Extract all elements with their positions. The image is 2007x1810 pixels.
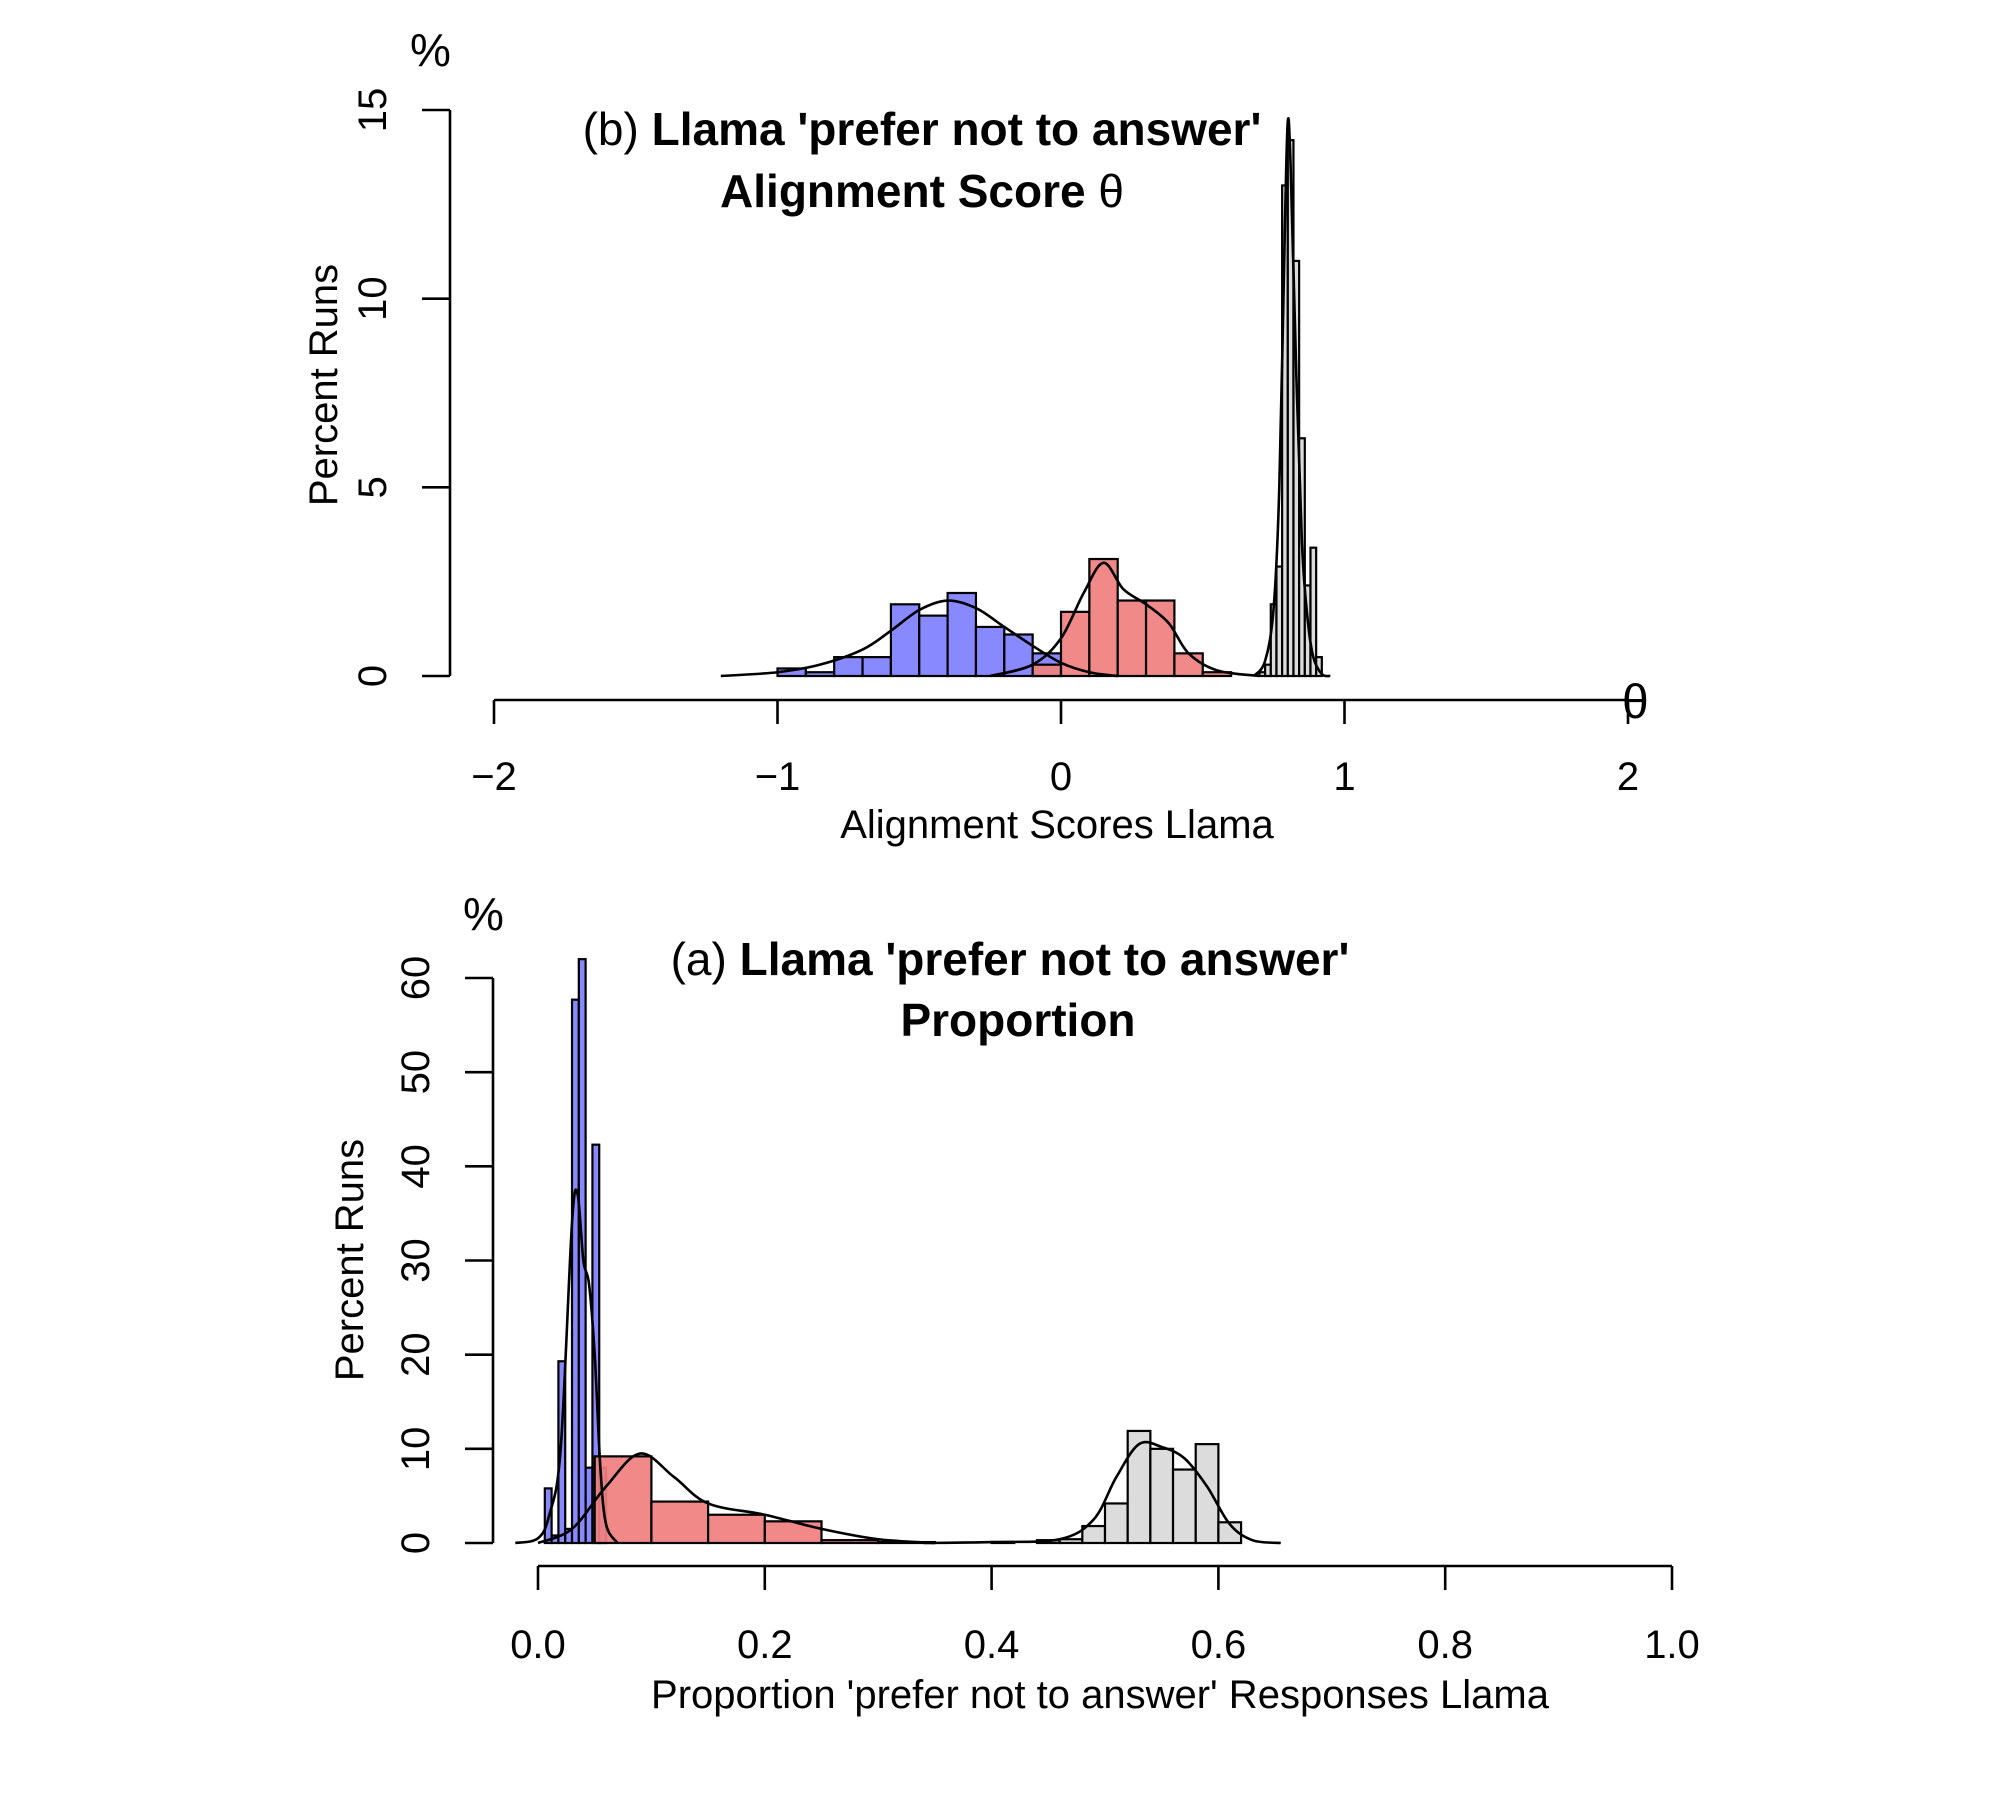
histogram-bar-s2-1 [1031, 663, 1063, 678]
title-text: Llama 'prefer not to answer' [652, 103, 1262, 155]
y-tick-label: 10 [351, 276, 395, 321]
x-tick-label: 2 [1617, 755, 1639, 799]
density-curve-s2 [989, 561, 1260, 678]
x-axis: 0.0 0.2 0.4 0.6 0.8 1.0 [510, 1564, 1700, 1667]
y-tick-label: 20 [394, 1332, 438, 1377]
x-tick-label: 0.8 [1417, 1623, 1473, 1667]
histogram-bar-s2-6 [1173, 652, 1204, 678]
histogram-bar-s2-2 [650, 1500, 710, 1545]
histogram-bar-s2-2 [1059, 610, 1091, 678]
chart-panel-b: % (b) Llama 'prefer not to answer' Align… [302, 24, 1649, 847]
title-symbol: θ [1098, 165, 1124, 217]
histogram-bar-s2-5 [820, 1539, 880, 1545]
x-tick-label: −1 [755, 755, 801, 799]
density-curves [720, 117, 1331, 678]
y-tick-label: 40 [394, 1144, 438, 1189]
title-text: Llama 'prefer not to answer' [740, 933, 1350, 985]
chart-title-line1: (a) Llama 'prefer not to answer' [671, 933, 1350, 985]
density-curve-s2 [537, 1452, 935, 1545]
histogram-bar-s2-4 [1116, 599, 1148, 678]
histogram-bar-s2-3 [706, 1513, 766, 1545]
histogram-bar-s3-5 [1103, 1502, 1129, 1545]
density-curve-s3 [923, 1440, 1281, 1545]
x-tick-label: 0.2 [737, 1623, 793, 1667]
y-tick-label: 15 [351, 88, 395, 133]
histogram-bar-s1-6 [918, 614, 949, 678]
x-tick-label: −2 [471, 755, 517, 799]
density-curves [515, 1188, 1281, 1545]
panel-label: (a) [671, 933, 727, 985]
x-axis-symbol: θ [1622, 676, 1649, 729]
histogram-bar-s2-1 [593, 1455, 653, 1545]
y-tick-label: 5 [351, 476, 395, 498]
histogram-bar-s2-3 [1088, 557, 1119, 678]
histogram-bar-s2-5 [1144, 599, 1176, 678]
histogram-bar-s3-9 [1194, 1443, 1220, 1545]
panel-label: (b) [583, 103, 639, 155]
y-tick-label: 0 [394, 1532, 438, 1554]
y-unit-label: % [410, 24, 451, 76]
density-curve-s1 [720, 599, 1118, 678]
x-tick-label: 1.0 [1644, 1623, 1700, 1667]
x-axis: −2 −1 0 1 2 [471, 698, 1639, 799]
histogram-bar-s3-3 [1058, 1538, 1084, 1545]
y-tick-label: 10 [394, 1427, 438, 1472]
chart-title-line1: (b) Llama 'prefer not to answer' [583, 103, 1262, 155]
y-tick-label: 0 [351, 665, 395, 687]
x-tick-label: 0.4 [964, 1623, 1020, 1667]
x-tick-label: 0.6 [1191, 1623, 1247, 1667]
histogram-bar-s3-8 [1171, 1468, 1197, 1545]
histogram-bars [776, 139, 1323, 678]
x-axis-label: Proportion 'prefer not to answer' Respon… [651, 1673, 1550, 1717]
x-axis-label: Alignment Scores Llama [840, 803, 1274, 847]
x-tick-label: 0 [1050, 755, 1072, 799]
chart-panel-a: % (a) Llama 'prefer not to answer' Propo… [328, 888, 1700, 1717]
x-tick-label: 1 [1333, 755, 1355, 799]
density-curve-s1 [515, 1188, 619, 1545]
histogram-bar-s1-4 [861, 656, 892, 678]
histogram-bar-s1-2 [804, 671, 836, 678]
histogram-bar-s1-5 [889, 603, 921, 678]
y-unit-label: % [463, 888, 504, 940]
y-axis-label: Percent Runs [328, 1139, 372, 1381]
y-tick-label: 50 [394, 1050, 438, 1095]
y-axis: 0 10 20 30 40 50 60 [394, 956, 495, 1554]
histogram-bar-s3-7 [1149, 1447, 1175, 1545]
histogram-bar-s2-4 [763, 1520, 823, 1545]
histogram-bar-s1-8 [974, 625, 1006, 678]
histogram-bar-s1-3 [557, 1360, 567, 1545]
density-curve-s3 [1252, 117, 1331, 678]
y-tick-label: 30 [394, 1238, 438, 1283]
x-tick-label: 0.0 [510, 1623, 566, 1667]
y-axis-label: Percent Runs [302, 264, 346, 506]
histogram-bar-s3-10 [1309, 546, 1318, 678]
chart-title-line2: Proportion [900, 994, 1135, 1046]
histogram-bar-s3-6 [1126, 1429, 1152, 1545]
y-tick-label: 60 [394, 956, 438, 1001]
chart-title-line2: Alignment Score θ [720, 165, 1124, 217]
y-axis: 0 5 10 15 [351, 88, 452, 687]
title-text-line2: Alignment Score [720, 165, 1086, 217]
